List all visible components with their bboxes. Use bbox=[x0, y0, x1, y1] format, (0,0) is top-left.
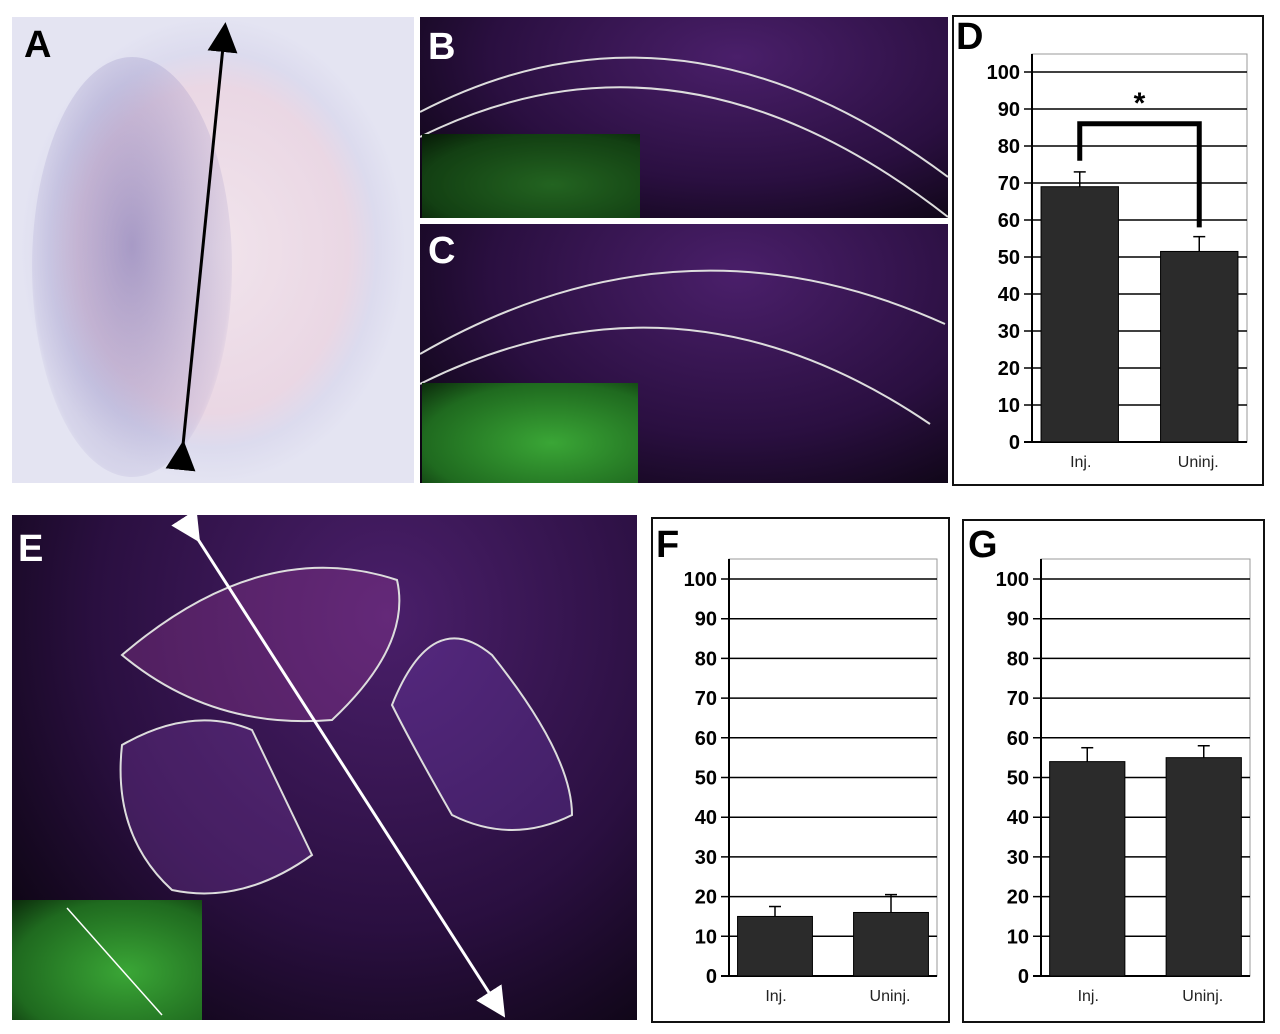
inset-gfp-image bbox=[12, 900, 202, 1020]
panel-b-section-image bbox=[420, 17, 948, 218]
bar-inj bbox=[1049, 761, 1126, 977]
y-tick-label: 30 bbox=[998, 321, 1020, 343]
y-tick-label: 90 bbox=[695, 609, 717, 631]
y-tick-label: 0 bbox=[1018, 966, 1029, 988]
panel-label-f: F bbox=[656, 524, 680, 566]
bar-uninj bbox=[1160, 250, 1239, 443]
y-tick-label: 50 bbox=[998, 247, 1020, 269]
y-tick-label: 90 bbox=[1007, 609, 1029, 631]
panel-a-embryo-image bbox=[12, 17, 414, 483]
y-tick-label: 60 bbox=[1007, 728, 1029, 750]
y-tick-label: 10 bbox=[998, 395, 1020, 417]
y-tick-label: 80 bbox=[998, 136, 1020, 158]
y-tick-label: 10 bbox=[1007, 926, 1029, 948]
panel-label-e: E bbox=[18, 528, 44, 570]
y-tick-label: 30 bbox=[695, 847, 717, 869]
x-tick-label: Inj. bbox=[765, 988, 786, 1005]
x-tick-label: Uninj. bbox=[870, 988, 911, 1005]
x-tick-label: Uninj. bbox=[1178, 454, 1219, 471]
significance-asterisk: * bbox=[1134, 87, 1146, 120]
y-tick-label: 60 bbox=[998, 210, 1020, 232]
y-tick-label: 50 bbox=[695, 768, 717, 790]
y-tick-label: 20 bbox=[998, 358, 1020, 380]
y-tick-label: 0 bbox=[1009, 432, 1020, 454]
panel-label-b: B bbox=[428, 26, 456, 68]
bar-inj bbox=[737, 915, 813, 977]
y-tick-label: 60 bbox=[695, 728, 717, 750]
y-tick-label: 40 bbox=[998, 284, 1020, 306]
panel-label-d: D bbox=[956, 16, 984, 58]
panel-d-chart: 0 10 20 30 40 50 60 70 80 90 100 Inj. Uninj. * bbox=[952, 15, 1264, 486]
y-tick-label: 20 bbox=[1007, 887, 1029, 909]
y-tick-label: 70 bbox=[1007, 688, 1029, 710]
bar-inj bbox=[1040, 186, 1119, 443]
y-tick-label: 20 bbox=[695, 887, 717, 909]
y-tick-label: 80 bbox=[695, 648, 717, 670]
y-tick-label: 30 bbox=[1007, 847, 1029, 869]
y-tick-label: 100 bbox=[684, 569, 717, 591]
panel-label-c: C bbox=[428, 230, 456, 272]
y-tick-label: 100 bbox=[987, 62, 1020, 84]
y-tick-label: 70 bbox=[998, 173, 1020, 195]
x-tick-label: Uninj. bbox=[1182, 988, 1223, 1005]
x-tick-label: Inj. bbox=[1070, 454, 1091, 471]
panel-e-section-image bbox=[12, 515, 637, 1020]
axis-arrow bbox=[165, 22, 238, 472]
x-tick-label: Inj. bbox=[1078, 988, 1099, 1005]
inset-gfp-image bbox=[422, 383, 638, 483]
y-tick-label: 100 bbox=[996, 569, 1029, 591]
panel-label-g: G bbox=[968, 524, 998, 566]
significance-bracket bbox=[1077, 121, 1202, 228]
panel-f-chart: 0 10 20 30 40 50 60 70 80 90 100 Inj. Uninj. bbox=[651, 517, 950, 1023]
y-tick-label: 50 bbox=[1007, 768, 1029, 790]
bar-uninj bbox=[1165, 757, 1242, 977]
bar-uninj bbox=[853, 911, 929, 977]
y-tick-label: 80 bbox=[1007, 648, 1029, 670]
panel-label-a: A bbox=[24, 24, 52, 66]
y-tick-label: 90 bbox=[998, 99, 1020, 121]
y-tick-label: 40 bbox=[695, 807, 717, 829]
panel-g-chart: 0 10 20 30 40 50 60 70 80 90 100 Inj. Uninj. bbox=[962, 519, 1265, 1023]
y-tick-label: 0 bbox=[706, 966, 717, 988]
inset-gfp-image bbox=[422, 134, 640, 218]
y-tick-label: 10 bbox=[695, 926, 717, 948]
y-tick-label: 40 bbox=[1007, 807, 1029, 829]
y-tick-label: 70 bbox=[695, 688, 717, 710]
panel-c-section-image bbox=[420, 224, 948, 483]
